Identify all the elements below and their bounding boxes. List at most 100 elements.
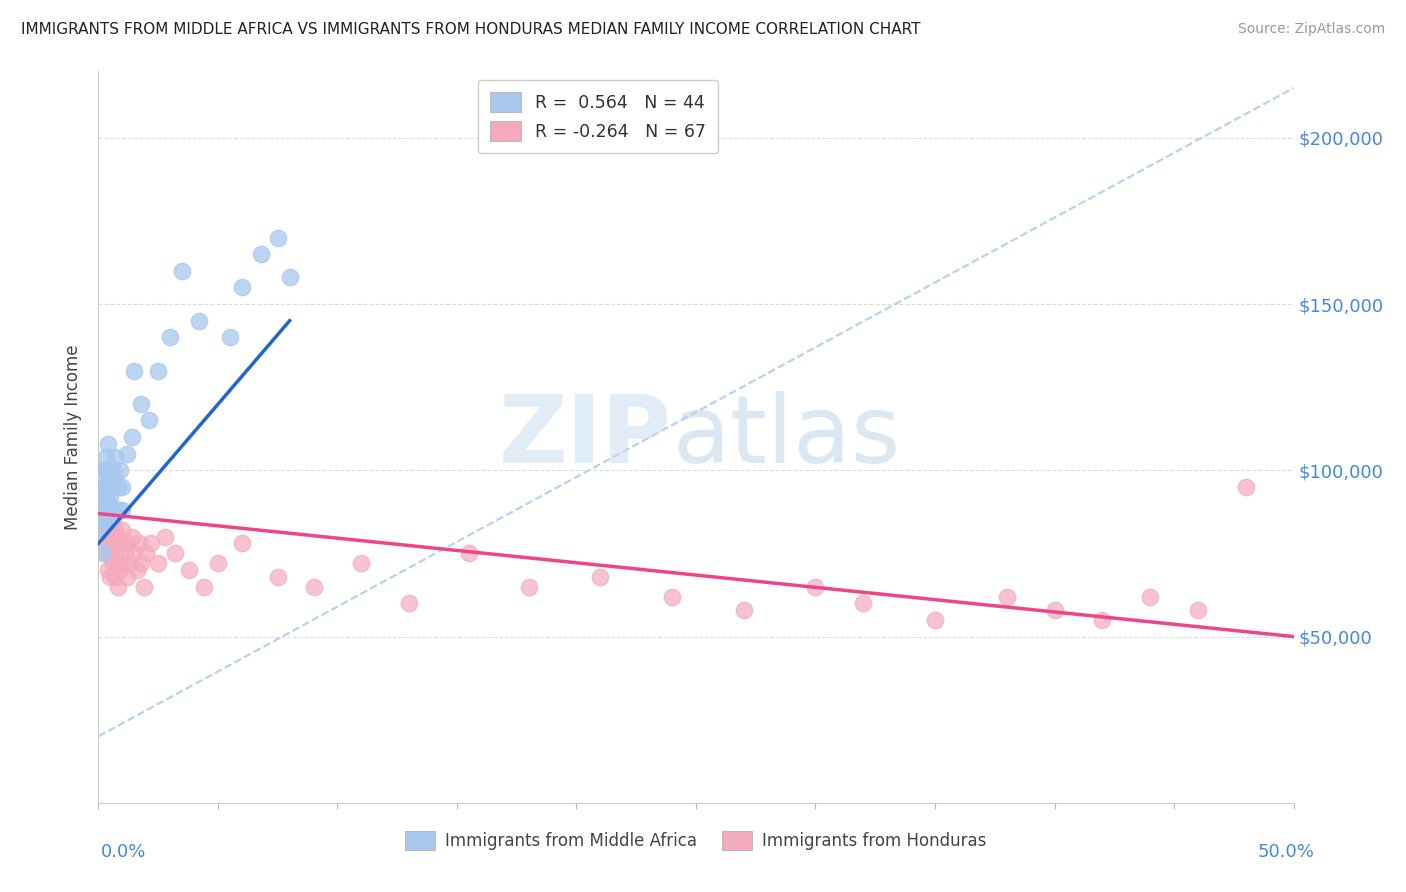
Point xyxy=(267,570,290,584)
Point xyxy=(107,530,129,544)
Point xyxy=(94,497,117,511)
Point xyxy=(179,563,201,577)
Point xyxy=(101,503,124,517)
Point xyxy=(104,470,127,484)
Point xyxy=(91,503,114,517)
Point xyxy=(104,523,127,537)
Point xyxy=(94,476,117,491)
Point xyxy=(94,450,117,464)
Text: atlas: atlas xyxy=(672,391,900,483)
Point xyxy=(94,463,117,477)
Point xyxy=(98,546,122,560)
Point xyxy=(250,247,273,261)
Point xyxy=(90,513,112,527)
Point xyxy=(98,523,122,537)
Point xyxy=(101,557,124,571)
Point xyxy=(91,546,114,560)
Point xyxy=(107,557,129,571)
Point xyxy=(97,513,120,527)
Point xyxy=(104,570,127,584)
Text: IMMIGRANTS FROM MIDDLE AFRICA VS IMMIGRANTS FROM HONDURAS MEDIAN FAMILY INCOME C: IMMIGRANTS FROM MIDDLE AFRICA VS IMMIGRA… xyxy=(21,22,921,37)
Point xyxy=(90,490,112,504)
Point xyxy=(350,557,373,571)
Point xyxy=(101,513,124,527)
Point xyxy=(458,546,481,560)
Point xyxy=(94,503,117,517)
Point xyxy=(101,536,124,550)
Point xyxy=(924,613,946,627)
Point xyxy=(104,546,127,560)
Point xyxy=(118,557,141,571)
Point xyxy=(155,530,177,544)
Point xyxy=(115,536,138,550)
Point xyxy=(148,363,170,377)
Point xyxy=(207,557,229,571)
Point xyxy=(139,536,162,550)
Point xyxy=(398,596,420,610)
Point xyxy=(111,557,134,571)
Point xyxy=(108,563,131,577)
Point xyxy=(804,580,827,594)
Point xyxy=(1091,613,1114,627)
Point xyxy=(94,546,117,560)
Y-axis label: Median Family Income: Median Family Income xyxy=(65,344,83,530)
Point xyxy=(97,463,120,477)
Point xyxy=(995,590,1018,604)
Point xyxy=(193,580,215,594)
Point xyxy=(101,463,124,477)
Point xyxy=(163,546,186,560)
Point xyxy=(94,523,117,537)
Point xyxy=(97,536,120,550)
Text: 50.0%: 50.0% xyxy=(1258,843,1315,861)
Point xyxy=(159,330,181,344)
Point xyxy=(1043,603,1066,617)
Point xyxy=(91,513,114,527)
Point xyxy=(124,546,146,560)
Point xyxy=(115,570,138,584)
Point xyxy=(128,536,150,550)
Point xyxy=(94,503,117,517)
Point xyxy=(101,480,124,494)
Point xyxy=(231,280,253,294)
Point xyxy=(90,497,112,511)
Point xyxy=(135,546,157,560)
Point xyxy=(98,470,122,484)
Point xyxy=(125,563,148,577)
Point xyxy=(111,523,134,537)
Point xyxy=(121,530,143,544)
Point xyxy=(90,503,112,517)
Point xyxy=(98,570,122,584)
Point xyxy=(107,480,129,494)
Point xyxy=(91,463,114,477)
Point xyxy=(131,557,153,571)
Point xyxy=(107,580,129,594)
Point xyxy=(97,563,120,577)
Point xyxy=(98,513,122,527)
Point xyxy=(104,450,127,464)
Text: 0.0%: 0.0% xyxy=(101,843,146,861)
Point xyxy=(589,570,612,584)
Point xyxy=(97,497,120,511)
Point xyxy=(132,580,155,594)
Point xyxy=(302,580,325,594)
Point xyxy=(91,480,114,494)
Point xyxy=(138,413,160,427)
Point xyxy=(115,447,138,461)
Point xyxy=(98,503,122,517)
Point xyxy=(172,264,194,278)
Point xyxy=(107,503,129,517)
Point xyxy=(231,536,253,550)
Point xyxy=(111,503,134,517)
Point xyxy=(131,397,153,411)
Point xyxy=(852,596,875,610)
Point xyxy=(91,497,114,511)
Point xyxy=(148,557,170,571)
Point xyxy=(1187,603,1209,617)
Point xyxy=(98,490,122,504)
Text: Source: ZipAtlas.com: Source: ZipAtlas.com xyxy=(1237,22,1385,37)
Point xyxy=(219,330,242,344)
Point xyxy=(94,490,117,504)
Point xyxy=(108,463,131,477)
Point xyxy=(121,430,143,444)
Point xyxy=(114,546,136,560)
